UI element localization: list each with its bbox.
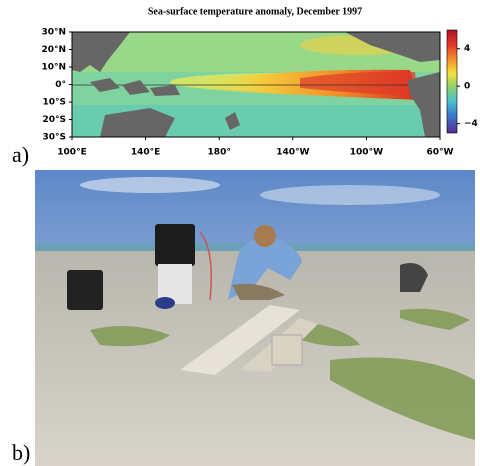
figure: Sea-surface temperature anomaly, Decembe… <box>0 0 480 466</box>
colorbar-label: 4 <box>464 44 470 54</box>
lat-label: 10°S <box>42 98 66 108</box>
sst-map <box>72 32 440 137</box>
panel-label: a) <box>12 142 29 167</box>
lon-label: 100°E <box>57 148 86 158</box>
lon-label: 60°W <box>427 148 454 158</box>
lat-label: 30°N <box>41 28 66 38</box>
lon-label: 180° <box>208 148 231 158</box>
colorbar <box>447 30 457 133</box>
panel-label: b) <box>12 440 30 465</box>
photo <box>35 170 475 466</box>
lat-label: 30°S <box>42 133 66 143</box>
lat-label: 0° <box>55 80 66 90</box>
colorbar-label: −4 <box>464 119 478 129</box>
lat-label: 20°S <box>42 115 66 125</box>
lat-label: 20°N <box>41 45 66 55</box>
lon-label: 140°W <box>276 148 309 158</box>
colorbar-label: 0 <box>464 82 470 92</box>
lon-label: 100°W <box>350 148 383 158</box>
lat-label: 10°N <box>41 63 66 73</box>
map-title: Sea-surface temperature anomaly, Decembe… <box>148 6 362 17</box>
lon-label: 140°E <box>131 148 160 158</box>
